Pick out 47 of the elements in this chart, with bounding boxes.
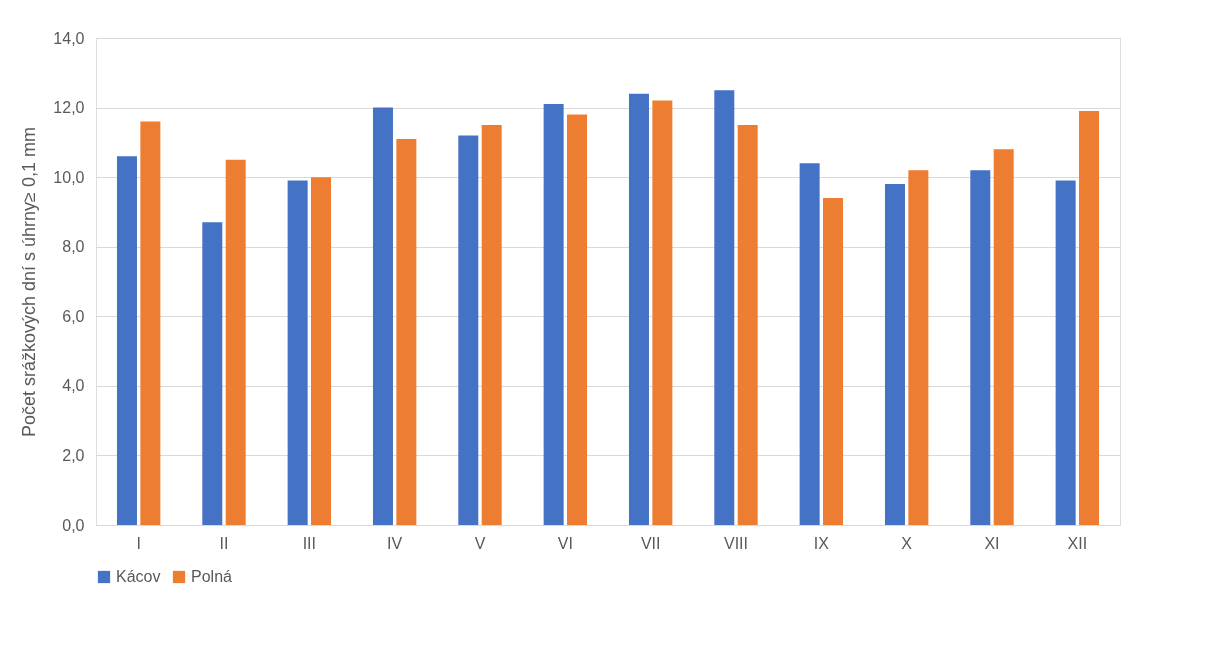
x-tick-label: VIII bbox=[723, 534, 749, 552]
bar bbox=[543, 104, 564, 525]
x-tick-label: VII bbox=[640, 534, 661, 552]
y-tick-label: 8,0 bbox=[62, 238, 85, 256]
x-tick-label: I bbox=[136, 534, 141, 552]
bar bbox=[140, 121, 161, 525]
bar bbox=[823, 198, 844, 525]
bar bbox=[628, 93, 649, 525]
bar bbox=[567, 114, 588, 525]
bar bbox=[458, 135, 479, 525]
x-tick-label: II bbox=[219, 534, 229, 552]
x-tick-label: X bbox=[901, 534, 913, 552]
legend-label: Kácov bbox=[116, 568, 161, 585]
bar bbox=[481, 124, 502, 525]
bar bbox=[970, 170, 991, 525]
y-tick-label: 2,0 bbox=[62, 446, 85, 464]
bar bbox=[714, 90, 735, 525]
bar bbox=[225, 159, 246, 525]
x-tick-label: V bbox=[474, 534, 486, 552]
bar bbox=[1055, 180, 1076, 525]
bar bbox=[372, 107, 393, 525]
bar bbox=[116, 156, 137, 525]
bar bbox=[1079, 111, 1100, 525]
x-tick-label: XII bbox=[1067, 534, 1088, 552]
bar bbox=[884, 184, 905, 525]
bar bbox=[396, 138, 417, 525]
x-tick-label: III bbox=[302, 534, 317, 552]
bar bbox=[908, 170, 929, 525]
bar bbox=[287, 180, 308, 525]
y-tick-label: 10,0 bbox=[53, 168, 85, 186]
bar bbox=[993, 149, 1014, 525]
bar bbox=[799, 163, 820, 525]
y-axis-title: Počet srážkových dní s úhrny≥ 0,1 mm bbox=[19, 127, 40, 437]
y-tick-label: 14,0 bbox=[53, 29, 85, 47]
bar bbox=[311, 177, 332, 525]
x-tick-label: VI bbox=[557, 534, 573, 552]
x-tick-label: XI bbox=[984, 534, 1000, 552]
y-tick-label: 0,0 bbox=[62, 516, 85, 534]
x-tick-label: IX bbox=[813, 534, 830, 552]
y-tick-label: 4,0 bbox=[62, 377, 85, 395]
y-tick-label: 6,0 bbox=[62, 307, 85, 325]
bar bbox=[652, 100, 673, 525]
x-tick-label: IV bbox=[387, 534, 403, 552]
y-tick-label: 12,0 bbox=[53, 99, 85, 117]
bar bbox=[737, 124, 758, 525]
legend-label: Polná bbox=[191, 568, 233, 585]
bar bbox=[202, 222, 223, 525]
